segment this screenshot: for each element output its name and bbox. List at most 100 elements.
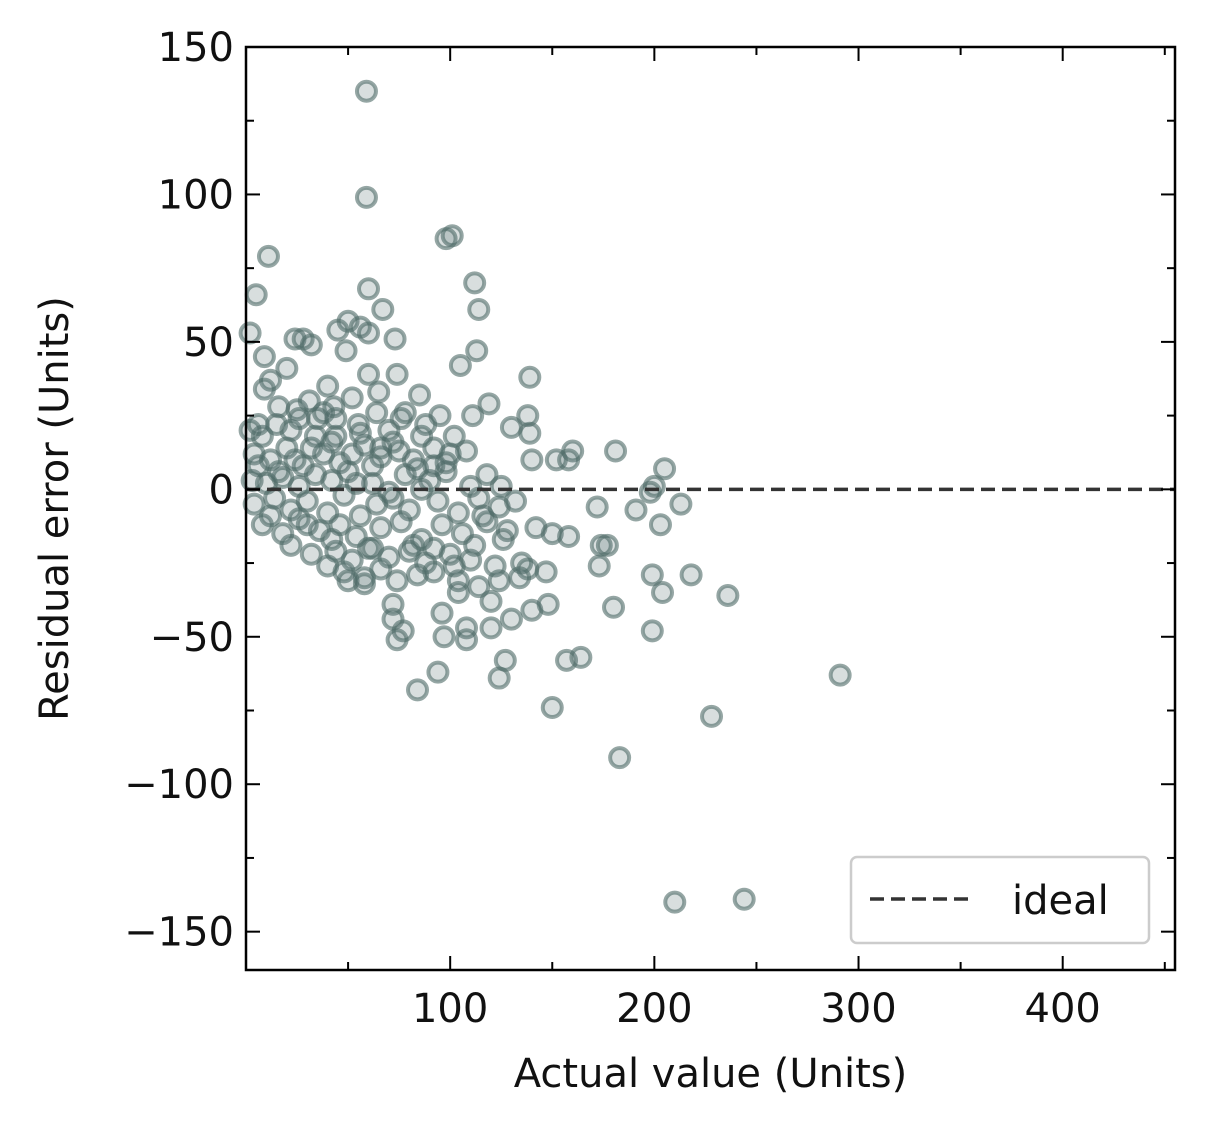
data-point	[669, 492, 693, 516]
data-point	[401, 448, 425, 472]
data-point	[426, 660, 450, 684]
data-point	[275, 356, 299, 380]
data-point	[357, 362, 381, 386]
data-point	[700, 704, 724, 728]
data-point	[267, 395, 291, 419]
data-point	[377, 480, 401, 504]
data-point	[385, 628, 409, 652]
data-point	[430, 513, 454, 537]
data-point	[434, 227, 458, 251]
data-point	[410, 424, 434, 448]
data-point	[385, 362, 409, 386]
x-tick-label: 200	[616, 986, 692, 1032]
data-point	[299, 333, 323, 357]
data-point	[461, 404, 485, 428]
data-point	[252, 377, 276, 401]
data-point	[653, 457, 677, 481]
data-point	[471, 504, 495, 528]
data-point	[422, 560, 446, 584]
data-point	[467, 575, 491, 599]
x-tick-label: 300	[820, 986, 896, 1032]
data-point	[534, 560, 558, 584]
data-point	[348, 421, 372, 445]
data-point	[732, 887, 756, 911]
data-point	[259, 504, 283, 528]
data-point	[638, 480, 662, 504]
data-point	[279, 533, 303, 557]
data-point	[320, 527, 344, 551]
data-point	[367, 380, 391, 404]
data-point	[640, 619, 664, 643]
y-tick-label: 50	[183, 320, 234, 366]
data-point	[295, 489, 319, 513]
y-tick-label: 100	[158, 172, 234, 218]
x-tick-label: 400	[1025, 986, 1101, 1032]
data-point	[354, 79, 378, 103]
data-point	[401, 533, 425, 557]
data-point	[365, 401, 389, 425]
data-point	[428, 404, 452, 428]
data-point	[518, 365, 542, 389]
data-point	[651, 581, 675, 605]
data-point	[408, 383, 432, 407]
data-point	[369, 436, 393, 460]
data-point	[569, 645, 593, 669]
data-point	[246, 412, 270, 436]
data-point	[477, 392, 501, 416]
data-point	[446, 581, 470, 605]
data-point	[238, 321, 262, 345]
data-point	[357, 321, 381, 345]
tick-labels: 100 200 300 400 150 100 50 0 −50 −100 −150	[124, 25, 1101, 1032]
data-point	[371, 297, 395, 321]
y-tick-label: 0	[209, 467, 234, 513]
data-point	[487, 569, 511, 593]
data-point	[267, 460, 291, 484]
data-point	[640, 563, 664, 587]
data-point	[442, 554, 466, 578]
data-point	[499, 415, 523, 439]
data-point	[434, 451, 458, 475]
data-point	[491, 527, 515, 551]
data-point	[242, 492, 266, 516]
y-tick-label: −100	[124, 762, 234, 808]
data-point	[602, 595, 626, 619]
data-point	[608, 746, 632, 770]
data-point	[283, 448, 307, 472]
data-point	[828, 663, 852, 687]
data-point	[585, 495, 609, 519]
data-point	[406, 678, 430, 702]
data-point	[432, 625, 456, 649]
data-point	[504, 489, 528, 513]
x-tick-label: 100	[412, 986, 488, 1032]
data-point	[406, 563, 430, 587]
data-point	[487, 666, 511, 690]
y-tick-label: 150	[158, 25, 234, 71]
data-point	[465, 339, 489, 363]
data-point	[297, 389, 321, 413]
data-point	[540, 696, 564, 720]
data-point	[508, 566, 532, 590]
data-point	[430, 601, 454, 625]
plot-frame	[244, 45, 1177, 972]
data-point	[455, 628, 479, 652]
data-point	[663, 890, 687, 914]
data-point	[587, 554, 611, 578]
y-axis-label: Residual error (Units)	[32, 296, 78, 721]
data-point	[252, 345, 276, 369]
data-point	[475, 463, 499, 487]
data-point	[540, 522, 564, 546]
data-point	[336, 569, 360, 593]
data-point	[357, 277, 381, 301]
data-point	[244, 283, 268, 307]
data-point	[340, 442, 364, 466]
data-point	[361, 454, 385, 478]
data-point	[463, 271, 487, 295]
data-point	[520, 448, 544, 472]
data-point	[361, 536, 385, 560]
data-point	[287, 407, 311, 431]
axis-ticks	[246, 46, 1175, 970]
data-point	[467, 297, 491, 321]
data-point	[455, 439, 479, 463]
x-axis-label: Actual value (Units)	[514, 1051, 907, 1097]
